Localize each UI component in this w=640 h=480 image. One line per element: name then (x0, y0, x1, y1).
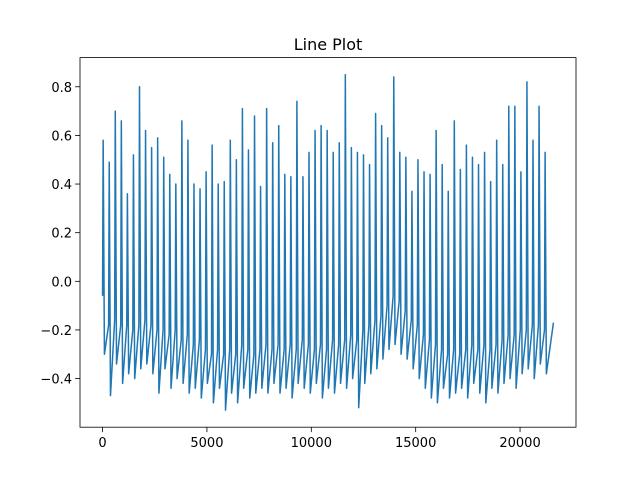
y-tick-label: 0.0 (51, 275, 72, 290)
y-tick-label: 0.8 (51, 81, 72, 96)
x-tick-label: 0 (98, 436, 106, 451)
y-tick-label: 0.4 (51, 178, 72, 193)
y-tick-label: −0.4 (40, 373, 72, 388)
x-tick-label: 5000 (190, 436, 223, 451)
x-tick-label: 20000 (499, 436, 540, 451)
x-tick-label: 10000 (291, 436, 332, 451)
y-tick-label: 0.6 (51, 129, 72, 144)
x-tick-label: 15000 (395, 436, 436, 451)
chart-title: Line Plot (294, 35, 363, 54)
y-tick-label: −0.2 (40, 324, 72, 339)
data-line (101, 73, 555, 411)
y-tick-label: 0.2 (51, 227, 72, 242)
axes-frame (79, 57, 577, 428)
